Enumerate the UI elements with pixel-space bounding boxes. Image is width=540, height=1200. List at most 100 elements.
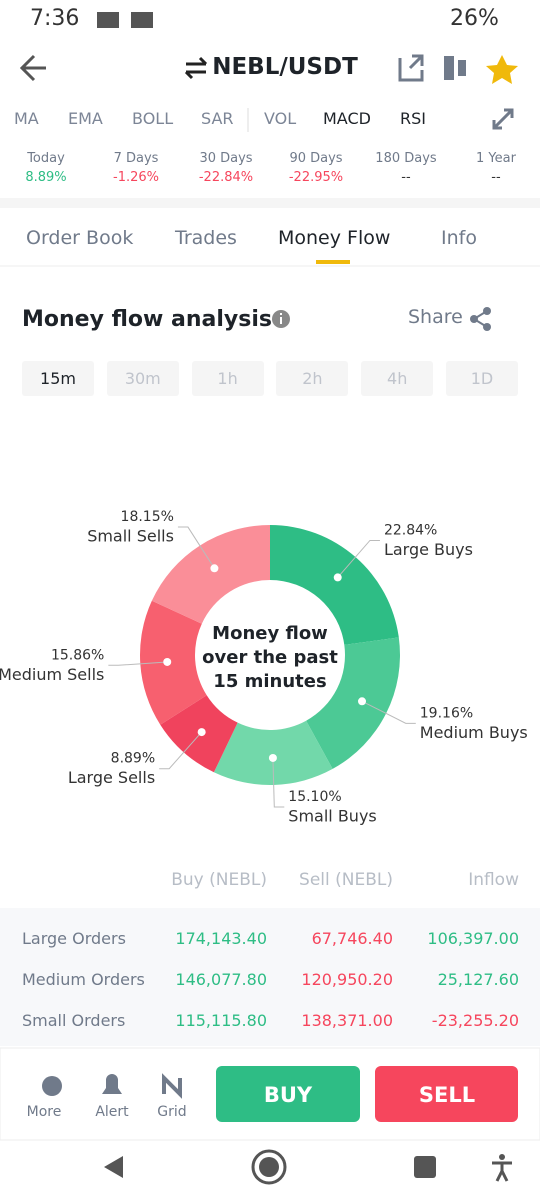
sell-label[interactable]: SELL: [418, 1083, 476, 1107]
chart-center-text: Money flow over the past 15 minutes: [202, 623, 338, 692]
leader-line: [361, 700, 416, 724]
row-label: Small Orders: [22, 1011, 126, 1030]
donut-segment: [213, 720, 333, 785]
slice-label: Medium Sells: [0, 665, 104, 684]
nav-home[interactable]: [251, 1149, 287, 1185]
leader-line: [108, 661, 168, 666]
period-change: 8.89%: [25, 170, 67, 185]
leader-line: [177, 526, 215, 569]
tab[interactable]: Order Book: [26, 227, 134, 249]
leader-line: [159, 731, 203, 770]
sell-button[interactable]: [375, 1066, 518, 1122]
compare-icon[interactable]: [444, 56, 454, 80]
more-icon[interactable]: [42, 1076, 62, 1096]
alert-label[interactable]: Alert: [95, 1104, 129, 1120]
nav-home[interactable]: [259, 1157, 279, 1177]
favorite-icon[interactable]: [486, 55, 518, 84]
battery-level: 26%: [450, 6, 499, 31]
pair-title: NEBL/USDT: [212, 54, 358, 80]
leader-dot: [268, 753, 277, 762]
grid-label[interactable]: Grid: [157, 1104, 187, 1120]
period-label: Today: [27, 151, 65, 166]
interval-button[interactable]: 1D: [446, 361, 518, 396]
period-label: 30 Days: [199, 151, 253, 166]
compare-icon[interactable]: [458, 60, 466, 76]
period-label: 1 Year: [476, 151, 516, 166]
open-icon[interactable]: [398, 54, 424, 82]
leader-line: [272, 757, 285, 808]
interval-button[interactable]: 1h: [191, 361, 264, 396]
accessibility-icon[interactable]: [499, 1154, 505, 1160]
slice-label: Large Buys: [384, 540, 473, 559]
buy-button[interactable]: [216, 1066, 360, 1122]
tab[interactable]: Info: [441, 227, 477, 249]
leader-dot: [210, 564, 219, 573]
expand-icon[interactable]: [492, 108, 514, 130]
alert-icon[interactable]: [102, 1074, 122, 1094]
buy-label[interactable]: BUY: [263, 1083, 313, 1107]
tab[interactable]: Money Flow: [278, 227, 391, 249]
status-time: 7:36: [30, 6, 80, 31]
indicator-tab[interactable]: EMA: [68, 109, 103, 128]
table-cell: 67,746.40: [311, 929, 393, 948]
slice-label: Large Sells: [68, 768, 155, 787]
share-icon[interactable]: [483, 307, 491, 315]
slice-percent: 15.10%: [288, 789, 341, 805]
interval-button[interactable]: 15m: [22, 361, 94, 396]
back-icon[interactable]: [19, 54, 46, 82]
donut-segment: [306, 637, 400, 769]
info-icon: [280, 317, 282, 324]
divider: [0, 198, 540, 208]
table-cell: -23,255.20: [431, 1011, 519, 1030]
table-header: Sell (NEBL): [299, 870, 393, 890]
grid-icon[interactable]: [162, 1073, 182, 1099]
interval-button[interactable]: 4h: [361, 361, 434, 396]
notification-icon: [97, 12, 119, 28]
row-label: Large Orders: [22, 929, 126, 948]
interval-button[interactable]: 30m: [106, 361, 179, 396]
leader-dot: [197, 728, 206, 737]
tab[interactable]: Trades: [175, 227, 237, 249]
more-label[interactable]: More: [26, 1104, 62, 1120]
slice-label: Medium Buys: [420, 723, 528, 742]
slice-percent: 18.15%: [121, 509, 174, 525]
slice-label: Small Buys: [288, 806, 376, 825]
slice-label: Small Sells: [87, 527, 174, 546]
table-body: [0, 908, 540, 1046]
indicator-tab[interactable]: SAR: [201, 109, 234, 128]
table-cell: 146,077.80: [175, 970, 267, 989]
donut-segment: [140, 600, 207, 725]
indicator-tab[interactable]: BOLL: [132, 109, 174, 128]
indicator-tab[interactable]: MA: [14, 109, 39, 128]
table-cell: 138,371.00: [301, 1011, 393, 1030]
section-title: Money flow analysis: [22, 307, 272, 332]
slice-percent: 8.89%: [111, 751, 155, 767]
info-icon: [280, 313, 282, 315]
indicator-tab[interactable]: RSI: [400, 109, 426, 128]
period-label: 90 Days: [289, 151, 343, 166]
table-cell: 174,143.40: [175, 929, 267, 948]
share-icon[interactable]: [470, 315, 478, 323]
indicator-tab[interactable]: MACD: [323, 109, 371, 128]
period-change: -22.95%: [288, 170, 344, 185]
slice-percent: 22.84%: [384, 522, 437, 538]
period-change: --: [491, 170, 501, 185]
accessibility-icon[interactable]: [492, 1161, 512, 1182]
period-change: -1.26%: [113, 170, 159, 185]
table-header: Inflow: [468, 870, 519, 890]
interval-button[interactable]: 2h: [276, 361, 349, 396]
share-button[interactable]: Share: [408, 306, 463, 328]
slice-percent: 15.86%: [51, 647, 104, 663]
nav-back[interactable]: [104, 1156, 123, 1178]
share-icon[interactable]: [483, 323, 491, 331]
indicator-tab[interactable]: VOL: [264, 109, 297, 128]
nav-recents[interactable]: [414, 1156, 436, 1178]
slice-percent: 19.16%: [420, 705, 473, 721]
period-change: --: [401, 170, 411, 185]
swap-icon: [184, 56, 208, 80]
table-header: Buy (NEBL): [171, 870, 267, 890]
leader-dot: [333, 573, 342, 582]
